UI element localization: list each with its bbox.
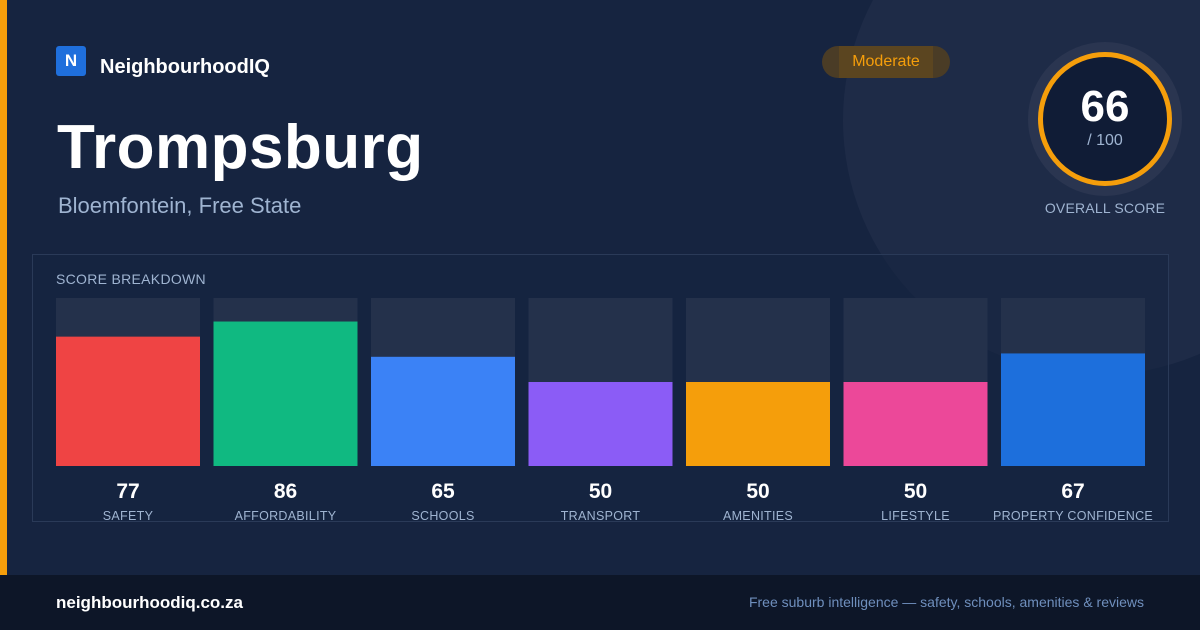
bar-property-confidence	[1001, 353, 1145, 466]
bar-affordability	[213, 321, 358, 466]
brand-logo-icon: N	[56, 46, 86, 76]
bar-value-amenities: 50	[746, 480, 769, 503]
overall-score-ring	[1038, 52, 1172, 186]
bar-lifestyle	[843, 382, 988, 466]
bar-label-safety: SAFETY	[103, 509, 154, 523]
bar-label-transport: TRANSPORT	[561, 509, 641, 523]
preview-card: N NeighbourhoodIQ Trompsburg Bloemfontei…	[0, 0, 1182, 575]
bar-transport	[528, 382, 673, 466]
rating-badge-label: Moderate	[839, 46, 933, 78]
suburb-location: Bloemfontein, Free State	[58, 193, 302, 218]
bar-safety	[56, 336, 200, 466]
overall-score-caption: OVERALL SCORE	[1044, 200, 1166, 216]
bar-amenities	[686, 382, 830, 466]
bar-label-lifestyle: LIFESTYLE	[881, 509, 950, 523]
bar-label-amenities: AMENITIES	[723, 509, 793, 523]
footer	[0, 575, 1200, 630]
bar-value-transport: 50	[589, 480, 612, 503]
footer-tagline: Free suburb intelligence — safety, schoo…	[748, 594, 1144, 610]
accent-stripe	[0, 0, 7, 575]
bar-value-schools: 65	[431, 480, 455, 503]
bar-value-lifestyle: 50	[904, 480, 927, 503]
rating-badge: Moderate	[822, 46, 950, 78]
bar-value-property-confidence: 67	[1061, 480, 1084, 503]
bar-label-property-confidence: PROPERTY CONFIDENCE	[993, 509, 1153, 523]
bar-label-affordability: AFFORDABILITY	[235, 509, 337, 523]
bar-schools	[371, 356, 515, 466]
suburb-title: Trompsburg	[57, 113, 424, 182]
brand-name: NeighbourhoodIQ	[100, 56, 270, 78]
bar-value-affordability: 86	[274, 480, 297, 503]
bar-label-schools: SCHOOLS	[411, 509, 474, 523]
overall-score-value: 66	[1080, 82, 1130, 131]
footer-url-link[interactable]: neighbourhoodiq.co.za	[56, 593, 243, 612]
bar-value-safety: 77	[116, 480, 139, 503]
score-breakdown-title: SCORE BREAKDOWN	[56, 271, 206, 287]
overall-score-max: / 100	[1087, 132, 1123, 149]
score-breakdown-chart: 77 SAFETY 86 AFFORDABILITY 65 SCHOOLS 50 TRANSP…	[56, 298, 1153, 523]
